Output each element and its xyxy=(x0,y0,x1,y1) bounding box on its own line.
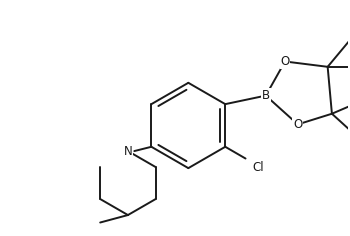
Text: O: O xyxy=(293,118,302,131)
Text: O: O xyxy=(280,55,289,68)
Text: Cl: Cl xyxy=(252,160,264,173)
Text: N: N xyxy=(124,145,132,158)
Text: B: B xyxy=(262,89,270,102)
